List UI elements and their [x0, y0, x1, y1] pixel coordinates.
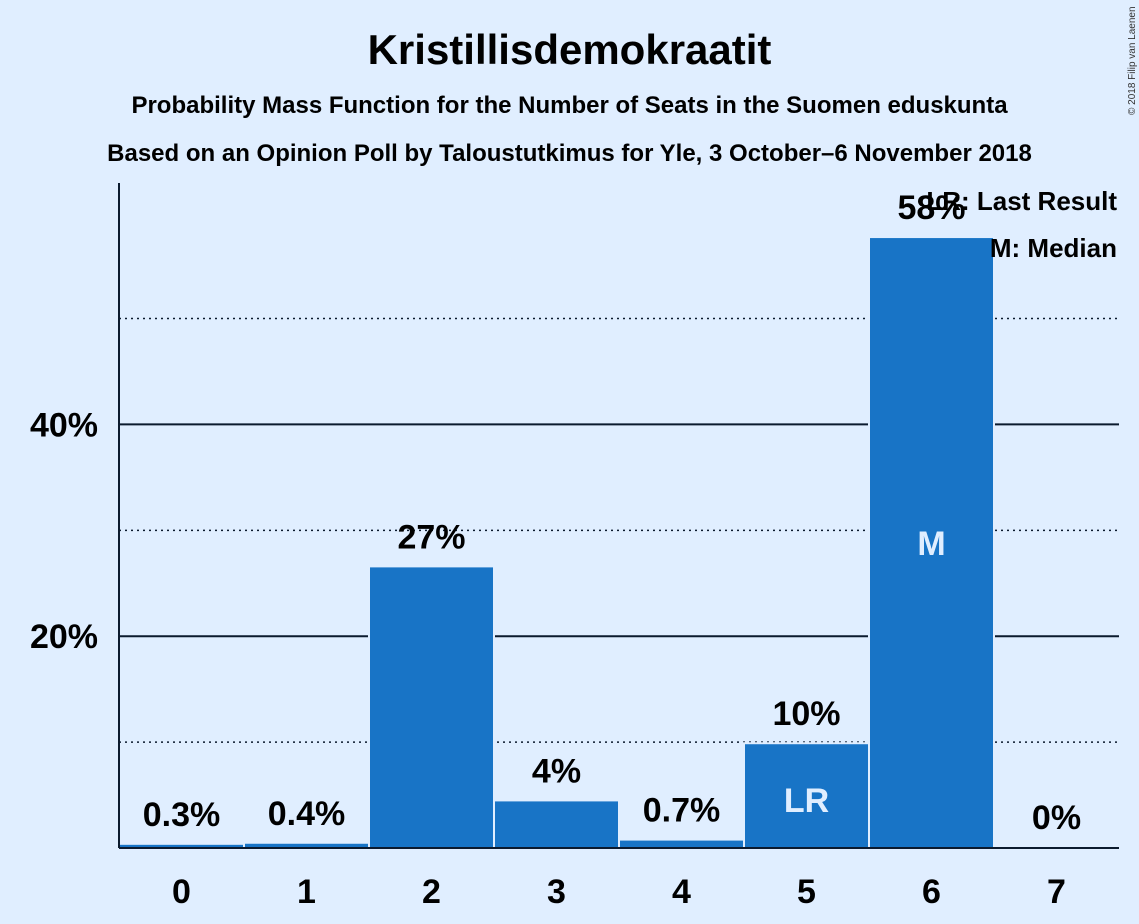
bar-seats-1: [245, 843, 368, 848]
bar-value-label: 10%: [772, 695, 840, 733]
y-tick-label: 40%: [30, 406, 98, 444]
label-layer: 20% 40% 0.3% 0 0.4% 1 27% 2 4% 3 0.7% 4 10% 5 LR 58% 6 M 0…: [30, 189, 1081, 911]
x-tick-label: 2: [422, 873, 441, 911]
last-result-marker: LR: [784, 782, 829, 820]
bar-value-label: 4%: [532, 752, 581, 790]
x-tick-label: 3: [547, 873, 566, 911]
y-tick-label: 20%: [30, 618, 98, 656]
bar-value-label: 0.7%: [643, 792, 721, 830]
bar-value-label: 0%: [1032, 799, 1081, 837]
x-tick-label: 4: [672, 873, 691, 911]
bar-seats-0: [120, 844, 243, 848]
legend-last-result: LR: Last Result: [926, 186, 1117, 216]
bar-seats-3: [495, 801, 618, 848]
bar-value-label: 0.4%: [268, 795, 346, 833]
legend-median: M: Median: [990, 233, 1117, 263]
copyright-note: © 2018 Filip van Laenen: [1127, 6, 1138, 115]
x-tick-label: 0: [172, 873, 191, 911]
chart-title: Kristillisdemokraatit: [368, 26, 772, 73]
bar-value-label: 27%: [397, 518, 465, 556]
bar-seats-5: [745, 744, 868, 848]
x-tick-label: 6: [922, 873, 941, 911]
chart-source: Based on an Opinion Poll by Taloustutkim…: [107, 140, 1032, 167]
bar-seats-6: [870, 238, 993, 848]
bar-seats-2: [370, 567, 493, 848]
bar-value-label: 58%: [897, 189, 965, 227]
median-marker: M: [917, 525, 945, 563]
bar-layer: [118, 236, 995, 848]
bar-value-label: 0.3%: [143, 796, 221, 834]
x-tick-label: 7: [1047, 873, 1066, 911]
x-tick-label: 5: [797, 873, 816, 911]
chart-subtitle: Probability Mass Function for the Number…: [131, 92, 1008, 119]
x-tick-label: 1: [297, 873, 316, 911]
bar-seats-4: [620, 840, 743, 848]
